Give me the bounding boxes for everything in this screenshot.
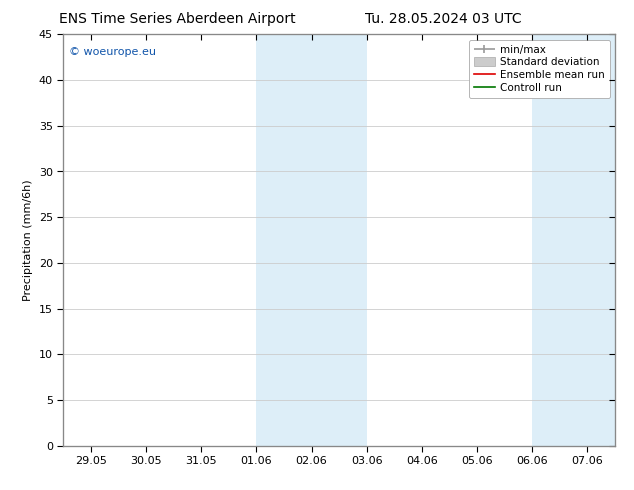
Y-axis label: Precipitation (mm/6h): Precipitation (mm/6h) bbox=[23, 179, 34, 301]
Bar bbox=[533, 34, 615, 446]
Text: © woeurope.eu: © woeurope.eu bbox=[69, 47, 156, 57]
Legend: min/max, Standard deviation, Ensemble mean run, Controll run: min/max, Standard deviation, Ensemble me… bbox=[469, 40, 610, 98]
Bar bbox=[256, 34, 367, 446]
Text: Tu. 28.05.2024 03 UTC: Tu. 28.05.2024 03 UTC bbox=[365, 12, 522, 26]
Text: ENS Time Series Aberdeen Airport: ENS Time Series Aberdeen Airport bbox=[59, 12, 296, 26]
